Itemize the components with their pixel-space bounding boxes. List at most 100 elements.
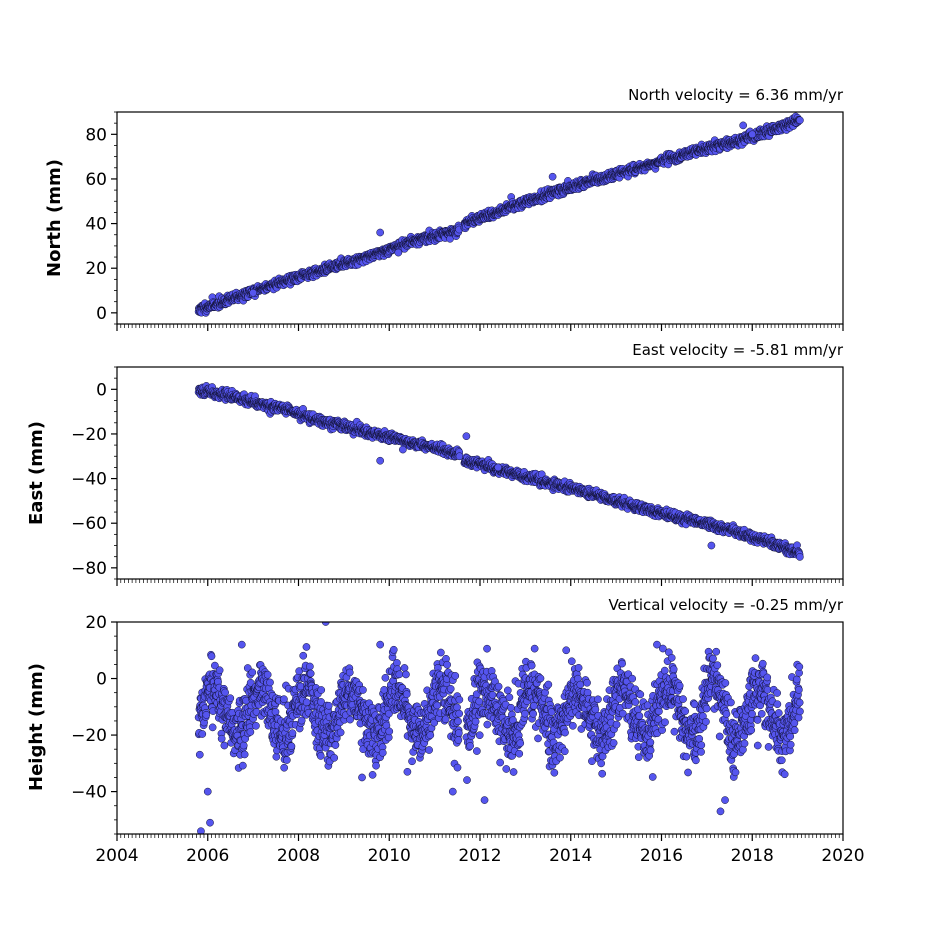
height-data-point (299, 651, 308, 660)
height-data-point (221, 688, 229, 697)
east-outlier-point (462, 432, 471, 441)
north-y-tick-label: 60 (85, 170, 107, 190)
height-data-point (336, 728, 345, 737)
height-data-point (455, 709, 464, 718)
north-data-point (796, 116, 804, 125)
height-data-point (385, 727, 394, 736)
height-data-point (248, 668, 257, 677)
height-data-point (317, 686, 326, 694)
height-data-point (437, 648, 445, 657)
height-data-point (302, 643, 311, 651)
north-outlier-point (748, 130, 757, 139)
north-y-tick-label: 20 (85, 259, 107, 279)
height-data-point (402, 690, 411, 699)
height-data-point (451, 671, 460, 680)
north-outlier-point (739, 121, 748, 130)
height-data-point (475, 731, 484, 740)
height-data-point (455, 695, 464, 704)
north-y-tick-label: 40 (85, 215, 107, 235)
height-data-point (372, 761, 380, 770)
north-panel-title: North velocity = 6.36 mm/yr (628, 86, 844, 104)
height-data-point (368, 771, 377, 779)
east-data-points (194, 382, 804, 561)
north-outlier-point (548, 172, 557, 181)
height-data-point (395, 670, 404, 679)
height-data-point (402, 670, 410, 679)
height-data-point (345, 668, 354, 677)
height-data-point (316, 752, 325, 760)
height-data-point (252, 721, 260, 730)
height-data-point (288, 729, 297, 738)
height-data-point (280, 695, 288, 704)
height-data-point (443, 660, 451, 669)
height-data-point (408, 757, 416, 766)
height-data-point (446, 685, 455, 693)
height-data-point (280, 763, 289, 772)
height-data-point (263, 670, 272, 679)
height-data-point (240, 750, 249, 759)
height-data-point (425, 746, 433, 754)
height-data-point (389, 645, 398, 654)
height-data-point (220, 741, 229, 750)
height-y-axis-label: Height (mm) (26, 663, 47, 791)
height-data-point (297, 716, 306, 725)
height-data-point (208, 723, 217, 732)
height-data-point (346, 715, 354, 724)
east-outlier-point (494, 463, 502, 472)
height-data-point (246, 728, 255, 736)
east-data-point (796, 553, 804, 561)
height-data-point (441, 715, 450, 724)
height-data-point (226, 694, 235, 703)
height-data-point (211, 661, 219, 670)
height-data-point (207, 652, 216, 661)
east-outlier-point (399, 445, 407, 454)
height-data-point (198, 730, 207, 738)
north-y-axis-label: North (mm) (44, 159, 65, 277)
height-data-point (330, 754, 339, 762)
north-y-tick-label: 80 (85, 125, 107, 145)
height-data-point (324, 701, 333, 710)
height-data-point (381, 673, 390, 682)
height-data-point (202, 711, 211, 719)
height-data-point (430, 718, 439, 727)
height-data-point (217, 734, 226, 743)
height-panel: Vertical velocity = -0.25 mm/yr Height (… (26, 596, 865, 866)
north-outlier-point (249, 288, 257, 297)
height-data-point (454, 717, 462, 726)
height-data-point (454, 736, 463, 744)
east-axes: 0−20−40−60−80 (71, 366, 844, 586)
height-panel-title: Vertical velocity = -0.25 mm/yr (608, 596, 843, 614)
height-data-point (195, 750, 204, 759)
height-data-point (471, 717, 480, 726)
height-data-point (246, 678, 255, 687)
east-y-tick-label: −20 (71, 425, 107, 445)
east-panel: East velocity = -5.81 mm/yr East (mm) 0−… (26, 341, 844, 586)
height-data-point (453, 763, 462, 772)
north-data-points (194, 112, 804, 317)
east-panel-title: East velocity = -5.81 mm/yr (632, 341, 844, 359)
height-data-point (239, 761, 247, 770)
north-panel: North velocity = 6.36 mm/yr North (mm) 0… (44, 86, 844, 331)
north-outlier-point (376, 228, 385, 237)
height-data-points (194, 622, 804, 834)
height-data-point (426, 731, 435, 740)
height-data-point (400, 664, 409, 672)
height-data-point (385, 709, 393, 718)
height-data-point (282, 756, 291, 764)
height-data-point (359, 686, 367, 694)
height-data-point (463, 776, 471, 784)
east-y-tick-label: 0 (96, 380, 107, 400)
height-data-point (306, 662, 314, 671)
height-data-point (433, 701, 441, 710)
height-data-point (466, 742, 474, 750)
height-data-point (475, 697, 484, 706)
height-data-point (306, 669, 315, 678)
east-outlier-point (376, 456, 385, 465)
north-y-tick-label: 0 (96, 304, 107, 324)
north-axes: 0 20 40 60 80 (85, 111, 844, 331)
east-y-tick-label: −80 (71, 559, 107, 579)
height-data-point (454, 729, 463, 737)
height-data-point (378, 748, 387, 757)
east-outlier-point (707, 541, 716, 550)
